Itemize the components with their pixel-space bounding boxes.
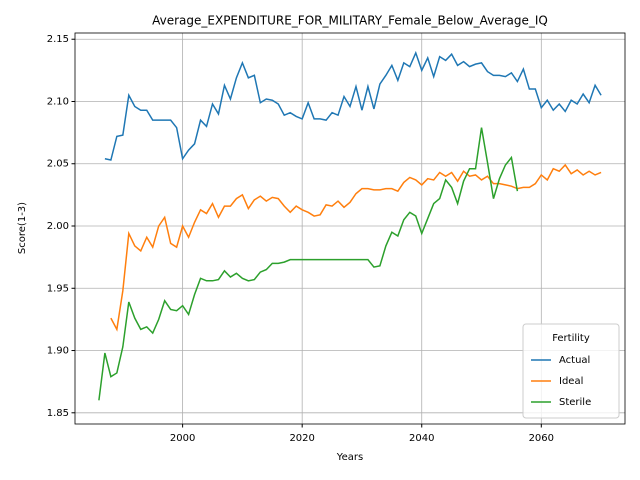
legend-title: Fertility	[552, 333, 590, 344]
y-tick-label: 2.00	[47, 221, 69, 232]
chart-title: Average_EXPENDITURE_FOR_MILITARY_Female_…	[152, 14, 548, 28]
legend: Fertility Actual Ideal Sterile	[522, 323, 620, 419]
y-axis-label: Score(1-3)	[17, 202, 28, 254]
y-tick-label: 2.05	[47, 159, 69, 170]
y-tick-label: 1.90	[47, 346, 69, 357]
y-tick-label: 2.10	[47, 96, 69, 107]
series-line	[98, 127, 519, 401]
y-tick-label: 1.95	[47, 283, 69, 294]
x-axis-label: Years	[336, 452, 363, 463]
legend-label: Sterile	[559, 397, 591, 408]
series-line	[110, 163, 602, 332]
legend-box	[522, 323, 620, 419]
y-tick-label: 1.85	[47, 408, 69, 419]
x-tick-label: 2000	[170, 433, 195, 444]
series-line	[104, 50, 602, 161]
y-tick-label: 2.15	[47, 34, 69, 45]
legend-label: Actual	[559, 355, 590, 366]
x-tick-label: 2040	[409, 433, 434, 444]
x-tick-label: 2060	[529, 433, 554, 444]
x-tick-label: 2020	[289, 433, 314, 444]
legend-label: Ideal	[559, 376, 583, 387]
axes-frame	[74, 32, 626, 425]
